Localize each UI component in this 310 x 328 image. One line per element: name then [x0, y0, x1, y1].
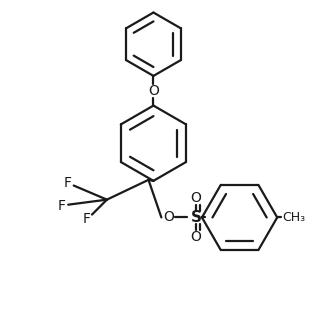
Text: S: S	[191, 210, 202, 225]
Text: CH₃: CH₃	[282, 211, 305, 224]
Text: O: O	[191, 230, 202, 244]
Text: F: F	[63, 176, 71, 190]
Text: F: F	[83, 213, 91, 226]
Text: O: O	[191, 191, 202, 205]
Text: O: O	[148, 84, 159, 98]
Text: F: F	[57, 198, 65, 213]
Text: O: O	[163, 211, 174, 224]
